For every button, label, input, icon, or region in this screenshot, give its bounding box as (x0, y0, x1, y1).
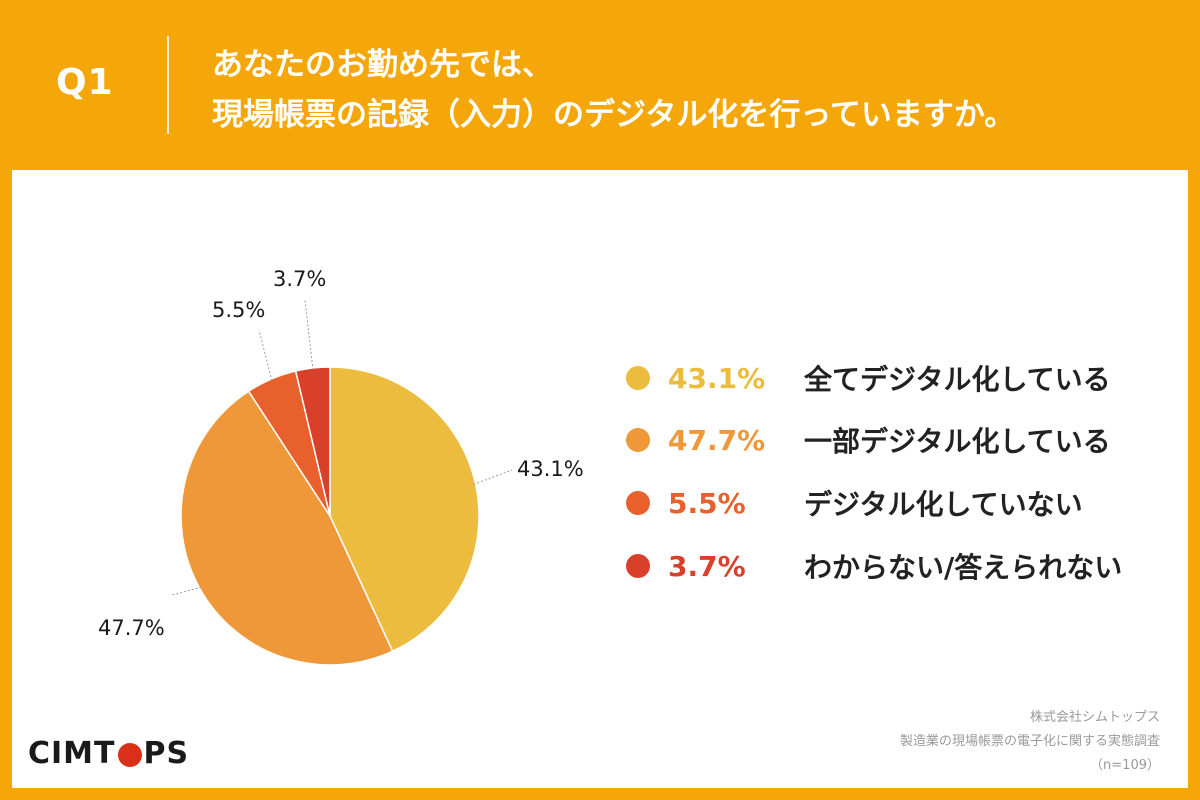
source-note: 株式会社シムトップス 製造業の現場帳票の電子化に関する実態調査 （n=109） (900, 706, 1160, 778)
data-label-3: 5.5% (212, 298, 265, 322)
data-label-2: 47.7% (98, 616, 165, 640)
question-line-1: あなたのお勤め先では、 (212, 47, 553, 83)
logo-o-mark (117, 742, 142, 767)
leader-line-4 (304, 299, 314, 371)
source-survey: 製造業の現場帳票の電子化に関する実態調査 (899, 734, 1160, 749)
question-line-2: 現場帳票の記録（入力）のデジタル化を行っていますか。 (212, 97, 1016, 133)
source-sample: （n=109） (1090, 758, 1160, 773)
question-number: Q1 (56, 62, 114, 103)
data-label-1: 43.1% (517, 457, 584, 481)
chart-panel: 43.1% 47.7% 5.5% 3.7% 43.1% 全てデジタル化している 47.7%… (12, 170, 1188, 788)
data-label-4: 3.7% (273, 267, 326, 291)
company-logo: CIMT PS (28, 736, 189, 771)
source-company: 株式会社シムトップス (1029, 710, 1160, 725)
pie-slice-4 (294, 366, 331, 517)
pie-chart: 43.1% 47.7% 5.5% 3.7% (98, 267, 584, 666)
pie-slice-2 (180, 390, 394, 666)
leader-line-1 (473, 469, 513, 485)
question-text: あなたのお勤め先では、 現場帳票の記録（入力）のデジタル化を行っていますか。 (212, 40, 1015, 140)
header-divider (167, 36, 169, 134)
logo-text-right: PS (143, 736, 190, 771)
logo-text-left: CIMT (28, 736, 116, 771)
question-header: Q1 あなたのお勤め先では、 現場帳票の記録（入力）のデジタル化を行っていますか… (0, 0, 1200, 168)
leader-line-2 (171, 586, 202, 596)
leader-line-3 (258, 329, 273, 382)
